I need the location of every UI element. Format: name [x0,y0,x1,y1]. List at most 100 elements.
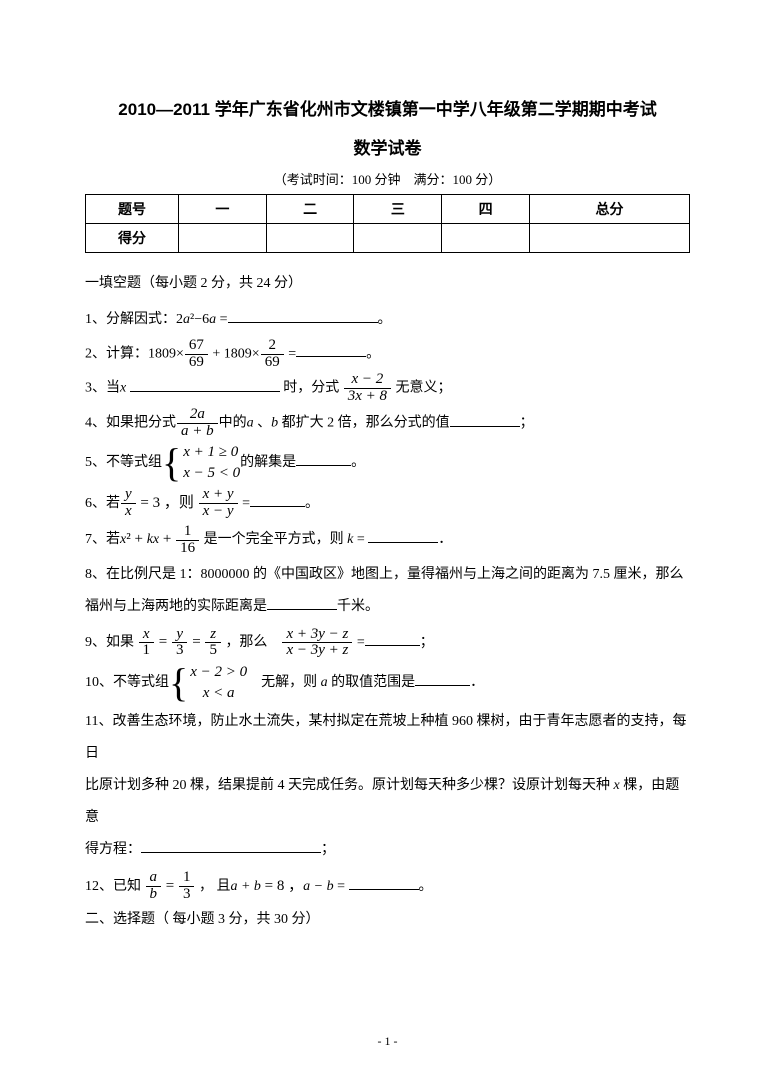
q1-blank [228,309,378,323]
q2-plus: + 1809× [209,346,260,361]
frac-num: a [146,870,162,886]
q6-text: 6、若 [85,496,120,511]
q5-line2: x − 5 < 0 [183,463,240,484]
frac-den: a + b [177,423,218,440]
score-cell [266,224,354,253]
title-line-1: 2010—2011 学年广东省化州市文楼镇第一中学八年级第二学期期中考试 [85,95,690,120]
q7-plus1: + [131,531,147,547]
q5-blank [296,452,351,466]
q1-text2: ²−6 [190,312,209,327]
section-2-heading: 二、选择题（ 每小题 3 分，共 30 分） [85,907,690,934]
frac-num: x [139,627,155,643]
q5-line1: x + 1 ≥ 0 [183,442,240,463]
frac-num: 67 [185,338,208,354]
frac-den: 69 [261,354,284,371]
left-brace-icon: { [169,667,188,699]
frac-num: z [205,627,221,643]
q10-after: 的取值范围是 [328,675,416,690]
q12-ab: a + b [230,879,260,894]
q7-end: ． [438,532,452,547]
question-1: 1、分解因式：2a²−6a =。 [85,304,690,336]
score-row-label: 得分 [86,224,179,253]
q4-a: a [247,416,254,431]
exam-info: （考试时间：100 分钟 满分：100 分） [85,169,690,188]
frac-num: 1 [176,524,199,540]
q12-end: 。 [419,879,433,894]
question-12: 12、已知 ab = 13 ， 且a + b = 8 ，a − b = 。 [85,869,690,904]
score-cell [354,224,442,253]
frac-den: 3x + 8 [344,388,391,405]
q5-end: 。 [351,455,365,470]
q2-text: 2、计算：1809× [85,346,184,361]
q11-blank [141,840,321,854]
question-7: 7、若x² + kx + 116 是一个完全平方式，则 k = ． [85,522,690,557]
q2-end: 。 [366,346,380,361]
q8-blank [267,596,337,610]
q2-frac-1: 6769 [185,338,208,371]
score-header-2: 二 [266,195,354,224]
q8-unit: 千米。 [337,599,379,614]
question-5: 5、不等式组{x + 1 ≥ 0x − 5 < 0的解集是。 [85,442,690,484]
question-10: 10、不等式组{x − 2 > 0x < a 无解，则 a 的取值范围是． [85,662,690,704]
q5-after: 的解集是 [240,455,296,470]
q12-blank [349,876,419,890]
q6-eq3: = 3 ，则 [137,495,198,511]
page-number: - 1 - [0,1034,775,1049]
q6-frac-1: yx [121,487,136,520]
frac-num: y [172,627,188,643]
q11-end: ； [321,842,335,857]
frac-num: 2 [261,338,284,354]
table-row: 得分 [86,224,690,253]
q6-end: 。 [305,496,319,511]
frac-den: x − 3y + z [282,642,352,659]
q3-blank [130,378,280,392]
q9-eq2: = [188,634,204,650]
question-8: 8、在比例尺是 1：8000000 的《中国政区》地图上，量得福州与上海之间的距… [85,559,690,623]
q11-line3: 得方程： [85,842,141,857]
q2-blank [296,344,366,358]
q10-a: a [321,675,328,690]
left-brace-icon: { [162,447,181,479]
q7-plus2: + [159,531,175,547]
q12-frac-1: ab [146,870,162,903]
q4-frac: 2aa + b [177,407,218,440]
section-1-heading: 一填空题（每小题 2 分，共 24 分） [85,271,690,298]
frac-den: b [146,886,162,903]
q10-brace: {x − 2 > 0x < a [169,662,247,704]
frac-num: 1 [179,870,195,886]
q12-text: 12、已知 [85,879,145,894]
title-line-2: 数学试卷 [85,134,690,159]
q10-text: 10、不等式组 [85,675,169,690]
q9-frac-3: z5 [205,627,221,660]
q3-x: x [120,381,126,396]
q3-frac: x − 23x + 8 [344,372,391,405]
exam-page: 2010—2011 学年广东省化州市文楼镇第一中学八年级第二学期期中考试 数学试… [0,0,775,1075]
q10-line2: x < a [190,683,247,704]
table-row: 题号 一 二 三 四 总分 [86,195,690,224]
frac-den: x − y [199,503,238,520]
q2-frac-2: 269 [261,338,284,371]
frac-den: 16 [176,540,199,557]
frac-den: 69 [185,354,208,371]
q5-body: x + 1 ≥ 0x − 5 < 0 [183,442,240,484]
q11-line2: 比原计划多种 20 棵，结果提前 4 天完成任务。原计划每天种多少棵？设原计划每… [85,778,614,793]
question-6: 6、若yx = 3 ，则 x + yx − y =。 [85,486,690,521]
score-table: 题号 一 二 三 四 总分 得分 [85,194,690,253]
q1-var-a: a [183,312,190,327]
q4-blank [450,413,520,427]
q1-eq: = [216,312,227,327]
frac-num: y [121,487,136,503]
q1-end: 。 [378,312,392,327]
q12-mid1: ， 且 [195,879,230,894]
frac-num: 2a [177,407,218,423]
question-11: 11、改善生态环境，防止水土流失，某村拟定在荒坡上种植 960 棵树，由于青年志… [85,706,690,867]
q9-frac-2: y3 [172,627,188,660]
q12-eq1: = [162,878,178,894]
frac-den: 5 [205,642,221,659]
frac-den: 1 [139,642,155,659]
question-2: 2、计算：1809×6769 + 1809×269 =。 [85,338,690,371]
q10-end: ． [470,675,484,690]
q10-body: x − 2 > 0x < a [190,662,247,704]
q7-frac: 116 [176,524,199,557]
score-cell [442,224,530,253]
